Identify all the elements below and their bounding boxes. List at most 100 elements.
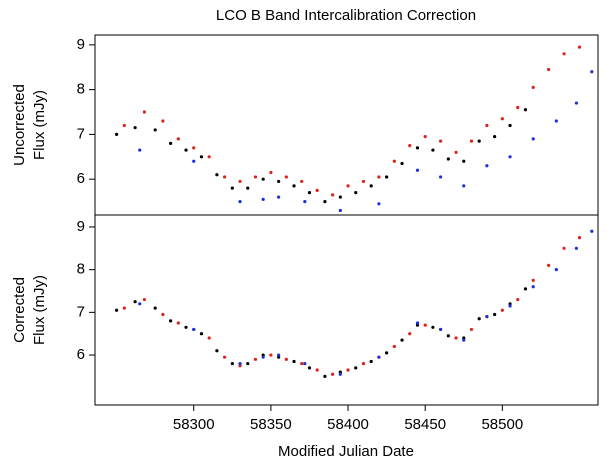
y-tick-label: 7 bbox=[77, 303, 85, 320]
data-point bbox=[207, 336, 211, 340]
data-point bbox=[346, 184, 350, 188]
data-point bbox=[485, 315, 489, 319]
data-point bbox=[439, 139, 443, 143]
data-point bbox=[547, 67, 551, 72]
data-point bbox=[485, 164, 489, 168]
data-point bbox=[500, 308, 504, 312]
data-point bbox=[215, 173, 219, 177]
data-point bbox=[485, 123, 489, 128]
data-point bbox=[531, 285, 535, 289]
data-point bbox=[408, 143, 412, 148]
data-point bbox=[153, 306, 157, 310]
data-point bbox=[133, 300, 137, 304]
data-point bbox=[493, 135, 497, 139]
data-point bbox=[300, 179, 304, 184]
data-point bbox=[323, 374, 327, 378]
data-point bbox=[477, 139, 481, 143]
data-point bbox=[577, 45, 582, 49]
data-point bbox=[269, 170, 273, 175]
x-tick-label: 58300 bbox=[173, 416, 215, 433]
data-point bbox=[133, 126, 137, 130]
data-point bbox=[338, 372, 342, 376]
data-point bbox=[284, 175, 288, 179]
data-point bbox=[423, 135, 427, 139]
data-point bbox=[161, 119, 165, 123]
chart-title: LCO B Band Intercalibration Correction bbox=[216, 7, 476, 24]
y-tick-label: 9 bbox=[77, 218, 85, 235]
data-point bbox=[462, 338, 466, 342]
data-point bbox=[516, 297, 520, 302]
data-point bbox=[176, 321, 180, 325]
y-axis-label: Flux (mJy) bbox=[31, 275, 48, 345]
data-point bbox=[431, 148, 435, 152]
data-point bbox=[199, 332, 204, 336]
data-point bbox=[192, 146, 196, 150]
data-point bbox=[292, 184, 296, 188]
x-axis-label: Modified Julian Date bbox=[278, 443, 414, 460]
data-point bbox=[253, 357, 258, 361]
data-point bbox=[223, 355, 227, 359]
y-tick-label: 6 bbox=[77, 346, 85, 363]
data-point bbox=[446, 334, 450, 338]
data-point bbox=[400, 338, 404, 342]
data-point bbox=[590, 229, 594, 233]
data-point bbox=[415, 146, 420, 150]
data-point bbox=[230, 361, 234, 366]
data-point bbox=[439, 175, 443, 179]
data-point bbox=[369, 184, 373, 188]
data-point bbox=[215, 349, 219, 353]
data-point bbox=[303, 361, 307, 366]
data-point bbox=[415, 321, 420, 325]
data-point bbox=[169, 141, 173, 145]
data-point bbox=[269, 353, 273, 357]
data-point bbox=[223, 175, 227, 179]
data-point bbox=[554, 268, 558, 272]
data-point bbox=[562, 246, 566, 250]
data-point bbox=[300, 361, 304, 366]
data-point bbox=[462, 184, 466, 188]
data-point bbox=[415, 168, 420, 172]
data-point bbox=[315, 188, 319, 192]
data-point bbox=[574, 246, 578, 250]
data-point bbox=[477, 317, 481, 321]
data-point bbox=[423, 323, 427, 327]
data-point bbox=[392, 344, 396, 349]
data-point bbox=[315, 368, 319, 372]
data-point bbox=[307, 366, 312, 370]
data-point bbox=[199, 155, 204, 159]
y-axis-label: Corrected bbox=[11, 277, 28, 343]
data-point bbox=[161, 312, 165, 317]
x-tick-label: 58400 bbox=[327, 416, 369, 433]
data-point bbox=[292, 359, 296, 364]
data-point bbox=[369, 359, 373, 364]
data-point bbox=[531, 85, 535, 89]
data-point bbox=[400, 161, 404, 166]
data-point bbox=[377, 202, 381, 206]
data-point bbox=[261, 177, 265, 181]
data-point bbox=[531, 137, 535, 141]
data-point bbox=[346, 368, 350, 372]
data-point bbox=[577, 236, 582, 240]
data-point bbox=[392, 159, 396, 163]
data-point bbox=[184, 148, 188, 152]
data-point bbox=[454, 336, 458, 340]
data-point bbox=[261, 197, 265, 201]
data-point bbox=[508, 155, 512, 159]
data-point bbox=[230, 186, 234, 190]
data-point bbox=[408, 332, 412, 336]
data-point bbox=[261, 355, 265, 359]
data-point bbox=[377, 355, 381, 359]
data-point bbox=[523, 287, 528, 291]
plot-frame bbox=[94, 214, 599, 406]
data-point bbox=[462, 159, 466, 163]
y-tick-label: 6 bbox=[77, 170, 85, 187]
data-point bbox=[446, 157, 450, 161]
data-point bbox=[138, 148, 142, 152]
data-point bbox=[469, 139, 474, 143]
data-point bbox=[122, 306, 126, 310]
data-point bbox=[153, 128, 157, 132]
data-point bbox=[192, 327, 196, 332]
y-axis-label: Uncorrected bbox=[11, 84, 28, 166]
data-point bbox=[469, 327, 474, 332]
